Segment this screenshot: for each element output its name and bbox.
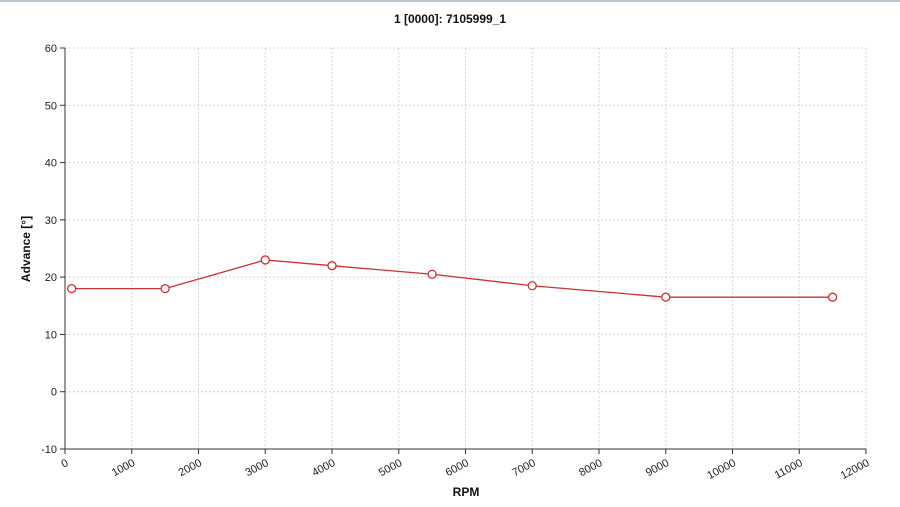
- y-tick-label: 20: [45, 272, 57, 284]
- x-tick-label: 11000: [773, 457, 805, 482]
- series-line: [71, 259, 833, 298]
- data-point[interactable]: [327, 261, 337, 271]
- x-tick-label: 7000: [510, 457, 537, 479]
- y-tick-label: 60: [45, 43, 57, 55]
- x-axis-label: RPM: [453, 485, 480, 499]
- data-point[interactable]: [67, 283, 77, 294]
- y-tick-label: 50: [45, 100, 57, 112]
- y-tick-label: 40: [45, 158, 57, 170]
- y-tick-label: -10: [41, 444, 57, 456]
- x-tick-label: 8000: [577, 457, 604, 479]
- y-axis-ticks: -10 0 10 20 30 40 50 60: [41, 43, 65, 456]
- x-tick-label: 9000: [644, 457, 671, 479]
- y-tick-label: 10: [45, 329, 57, 341]
- data-point[interactable]: [260, 255, 270, 265]
- x-tick-label: 4000: [310, 457, 337, 479]
- x-tick-label: 5000: [377, 457, 404, 479]
- data-point[interactable]: [160, 283, 170, 294]
- x-tick-label: 6000: [444, 457, 471, 479]
- data-point[interactable]: [827, 292, 838, 302]
- chart-grid: [65, 47, 867, 449]
- x-tick-label: 0: [59, 457, 70, 470]
- chart-title: 1 [0000]: 7105999_1: [394, 12, 506, 26]
- x-tick-label: 3000: [243, 457, 270, 479]
- window-top-border: [0, 0, 900, 2]
- data-point[interactable]: [527, 281, 537, 291]
- x-tick-label: 10000: [705, 457, 738, 482]
- x-axis-ticks: 0 1000 2000 3000 4000 5000 6000 7000 8000 9000 100…: [59, 449, 871, 482]
- chart-series: [67, 255, 838, 302]
- y-axis-label: Advance [°]: [19, 216, 33, 282]
- y-tick-label: 30: [45, 215, 57, 227]
- x-tick-label: 1000: [110, 457, 137, 479]
- x-tick-label: 12000: [839, 457, 872, 482]
- data-point[interactable]: [427, 269, 437, 279]
- data-point[interactable]: [661, 292, 671, 302]
- x-tick-label: 2000: [177, 457, 204, 479]
- y-tick-label: 0: [51, 387, 57, 399]
